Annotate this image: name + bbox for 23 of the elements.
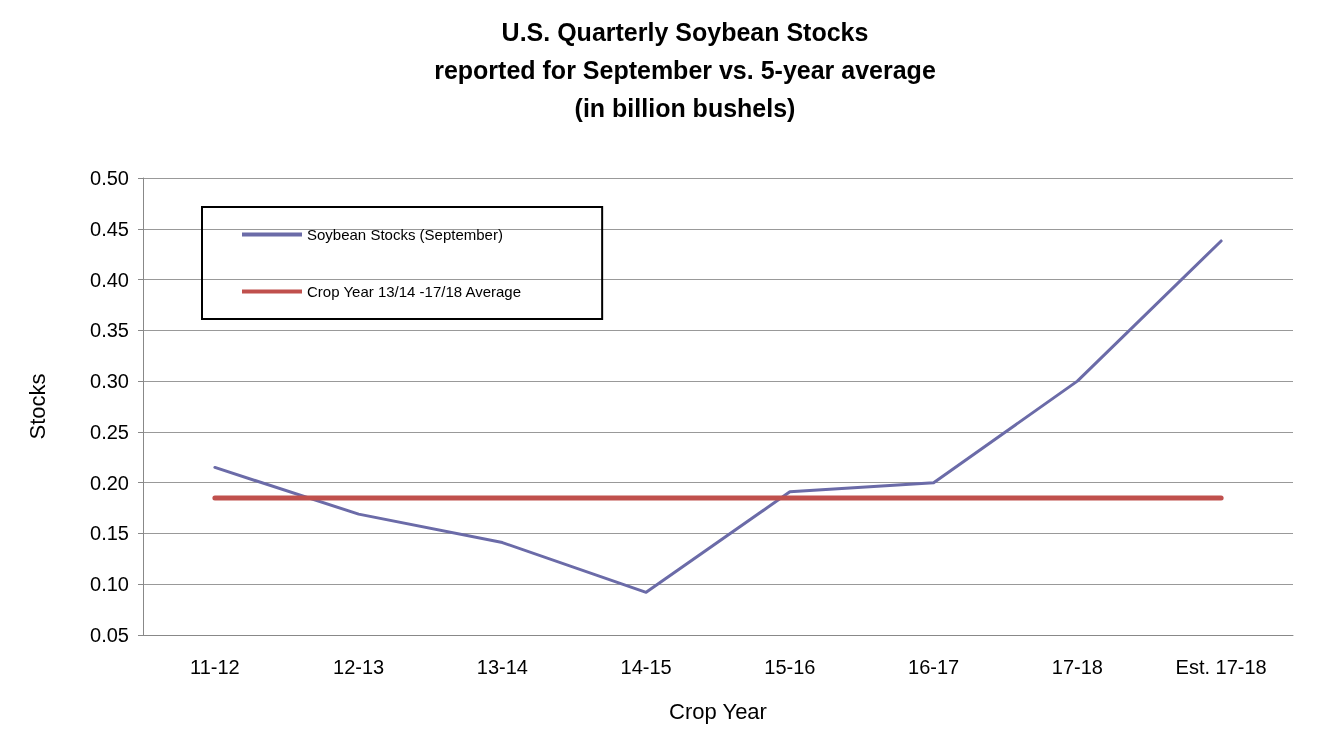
y-tick-label: 0.45 [90,217,129,240]
y-tick-label: 0.20 [90,471,129,494]
y-tick-label: 0.15 [90,522,129,545]
legend-label: Crop Year 13/14 -17/18 Average [307,283,522,300]
x-tick-label: 15-16 [764,656,816,678]
y-tick-label: 0.30 [90,370,129,393]
x-tick-label: Est. 17-18 [1175,656,1267,678]
y-tick-label: 0.50 [90,167,129,189]
x-tick-label: 12-13 [333,656,385,678]
legend-label: Soybean Stocks (September) [307,226,503,243]
y-tick-label: 0.10 [90,573,129,596]
y-axis-title: Stocks [24,373,50,440]
x-tick-label: 11-12 [190,656,240,678]
x-tick-label: 14-15 [620,656,672,678]
x-tick-label: 13-14 [476,656,528,678]
x-tick-label: 16-17 [908,656,960,678]
y-tick-label: 0.40 [90,268,129,291]
chart-title: U.S. Quarterly Soybean Stocks reported for September vs. 5-year average (in billion bushels) [434,18,936,122]
x-axis-title: Crop Year [669,698,767,724]
y-tick-label: 0.25 [90,420,129,443]
y-tick-label: 0.35 [90,319,129,342]
y-tick-label: 0.05 [90,624,129,646]
x-tick-label: 17-18 [1051,656,1103,678]
